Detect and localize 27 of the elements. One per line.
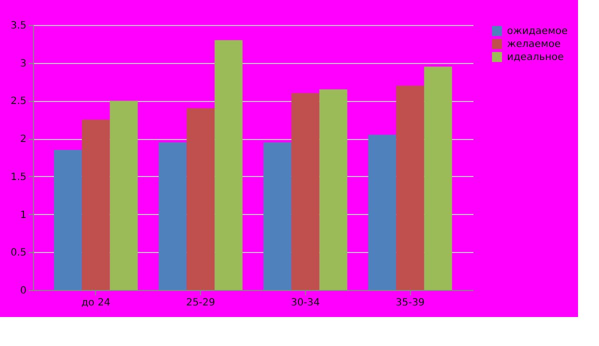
bar (186, 108, 215, 290)
bar (110, 100, 138, 290)
x-tick-label: 30-34 (290, 298, 320, 308)
bar (263, 142, 292, 290)
bar (82, 120, 110, 290)
x-tick-label: до 24 (81, 298, 110, 308)
y-tick-label: 3.5 (10, 20, 26, 32)
y-tick-label: 2.5 (10, 96, 26, 108)
bar (291, 93, 320, 290)
legend-label: ожидаемое (507, 26, 568, 37)
x-tick-label: 35-39 (396, 298, 425, 308)
bar (319, 89, 348, 290)
y-tick-label: 1.5 (10, 172, 26, 183)
y-tick-label: 3 (20, 58, 26, 70)
bar (396, 86, 424, 290)
y-tick-label: 0.5 (10, 248, 26, 259)
bar (368, 134, 396, 290)
legend-label: желаемое (507, 39, 561, 50)
y-tick-label: 2 (20, 134, 26, 146)
bar (54, 150, 82, 290)
bar (424, 66, 452, 290)
y-tick-label: 0 (20, 286, 26, 296)
y-tick-label: 1 (20, 210, 26, 221)
bar (214, 40, 243, 290)
bar (158, 142, 187, 290)
x-tick-label: 25-29 (186, 298, 216, 308)
legend-label: идеальное (507, 52, 564, 63)
